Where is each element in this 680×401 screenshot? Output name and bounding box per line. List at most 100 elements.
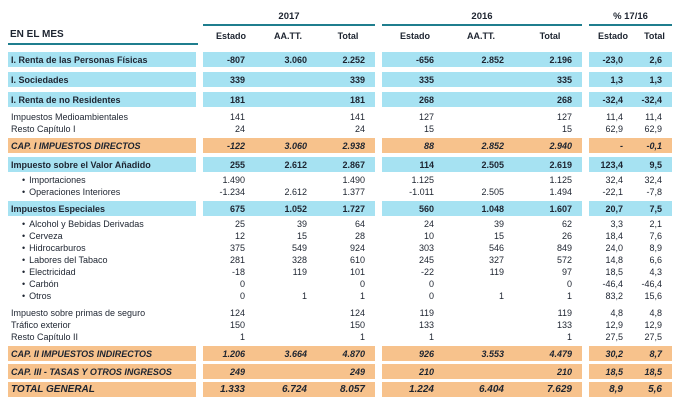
column-gap xyxy=(196,218,203,230)
row-label: Hidrocarburos xyxy=(8,242,196,254)
cell-2016-estado: 560 xyxy=(382,201,444,216)
cell-2016-estado: 926 xyxy=(382,346,444,361)
table-row: Resto Capítulo I 24 24 15 15 62,9 62,9 xyxy=(8,123,672,135)
cell-2017-estado: 281 xyxy=(229,255,245,265)
table-row: CAP. I IMPUESTOS DIRECTOS -122 3.060 2.938 8… xyxy=(8,138,672,153)
column-gap xyxy=(375,242,382,254)
column-gap xyxy=(375,72,382,87)
cell-2017-total: 24 xyxy=(354,124,365,134)
cell-2016-estado: 0 xyxy=(428,279,434,289)
column-gap xyxy=(375,346,382,361)
table-row: Carbón 0 0 0 0 -46,4 -46,4 xyxy=(8,278,672,290)
row-label: Resto Capítulo II xyxy=(11,332,79,342)
cell-2016-total: 572 xyxy=(556,255,572,265)
column-gap xyxy=(582,307,589,319)
table-row: Alcohol y Bebidas Derivadas 25 39 64 24 39 62 3… xyxy=(8,218,672,230)
column-gap xyxy=(375,266,382,278)
cell-pct-estado: 83,2 xyxy=(605,291,623,301)
table-row: Impuesto sobre el Valor Añadido 255 2.612 2… xyxy=(8,157,672,172)
cell-2017-total: 1 xyxy=(359,291,365,301)
cell-pct-total: 8,9 xyxy=(649,243,662,253)
cell-2017-total: 8.057 xyxy=(317,382,375,397)
column-gap xyxy=(582,242,589,254)
cell-2017-aatt: 2.612 xyxy=(284,187,307,197)
table-row: Resto Capítulo II 1 1 1 1 27,5 27,5 xyxy=(8,331,672,343)
cell-2017-total: 610 xyxy=(349,255,365,265)
col-pct-total: Total xyxy=(644,31,665,41)
col-pct-estado: Estado xyxy=(597,31,628,41)
column-gap xyxy=(196,111,203,123)
cell-2017-aatt: 15 xyxy=(296,231,307,241)
cell-2016-aatt xyxy=(444,319,514,331)
cell-2016-total: 1.125 xyxy=(549,175,572,185)
col-2017-total: Total xyxy=(337,31,359,41)
cell-2017-aatt xyxy=(255,72,317,87)
cell-2017-estado: -1.234 xyxy=(219,187,245,197)
column-gap xyxy=(582,364,589,379)
cell-2017-aatt: 39 xyxy=(296,219,307,229)
row-label: Tráfico exterior xyxy=(11,320,71,330)
cell-pct-estado: 18,5 xyxy=(589,364,633,379)
cell-2017-estado: -122 xyxy=(203,138,255,153)
row-label: Importaciones xyxy=(8,174,196,186)
column-gap xyxy=(196,364,203,379)
cell-2016-aatt: 2.505 xyxy=(444,157,514,172)
column-gap xyxy=(196,72,203,87)
row-label: Operaciones Interiores xyxy=(8,186,196,198)
cell-2016-estado: 127 xyxy=(418,112,434,122)
table-row: TOTAL GENERAL 1.333 6.724 8.057 1.224 6.404 7.… xyxy=(8,382,672,397)
cell-pct-total: -0,1 xyxy=(633,138,672,153)
column-gap xyxy=(582,254,589,266)
cell-2016-total: 97 xyxy=(561,267,572,277)
cell-pct-total: -46,4 xyxy=(641,279,662,289)
cell-2016-total: 119 xyxy=(557,308,572,318)
table-row: I. Renta de no Residentes 181 181 268 268 -32… xyxy=(8,92,672,107)
column-gap xyxy=(196,157,203,172)
cell-pct-estado: 32,4 xyxy=(605,175,623,185)
column-gap xyxy=(582,319,589,331)
column-gap xyxy=(375,218,382,230)
cell-2016-total: 4.479 xyxy=(514,346,582,361)
cell-2016-total: 127 xyxy=(556,112,572,122)
cell-2017-estado: 1 xyxy=(239,332,245,342)
column-gap xyxy=(196,138,203,153)
cell-2017-total: 249 xyxy=(317,364,375,379)
column-gap xyxy=(196,230,203,242)
column-gap xyxy=(375,201,382,216)
cell-2017-estado: 0 xyxy=(239,279,245,289)
cell-2016-aatt xyxy=(444,364,514,379)
cell-pct-total: 9,5 xyxy=(633,157,672,172)
cell-2017-total: 64 xyxy=(354,219,365,229)
cell-2017-aatt: 549 xyxy=(291,243,307,253)
row-label: Impuestos Especiales xyxy=(8,201,196,216)
column-gap xyxy=(375,230,382,242)
column-gap xyxy=(375,174,382,186)
cell-2016-aatt xyxy=(444,307,514,319)
cell-pct-total: 2,1 xyxy=(649,219,662,229)
cell-2017-total: 4.870 xyxy=(317,346,375,361)
column-gap xyxy=(375,92,382,107)
cell-2017-estado: 339 xyxy=(203,72,255,87)
cell-2017-total: 1.490 xyxy=(342,175,365,185)
cell-2016-aatt: 546 xyxy=(488,243,504,253)
column-gap xyxy=(375,123,382,135)
col-2016-total: Total xyxy=(539,31,561,41)
table-row: Tráfico exterior 150 150 133 133 12,9 12,9 xyxy=(8,319,672,331)
cell-2016-aatt: 2.852 xyxy=(444,52,514,67)
column-gap xyxy=(196,331,203,343)
cell-2017-aatt: 2.612 xyxy=(255,157,317,172)
table-body: I. Renta de las Personas Físicas -807 3.06… xyxy=(8,52,672,397)
row-label: CAP. II IMPUESTOS INDIRECTOS xyxy=(8,346,196,361)
column-gap xyxy=(375,307,382,319)
cell-pct-estado: -46,4 xyxy=(602,279,623,289)
cell-pct-total: 32,4 xyxy=(644,175,662,185)
cell-2016-total: 7.629 xyxy=(514,382,582,397)
column-gap xyxy=(582,230,589,242)
column-gap xyxy=(196,254,203,266)
cell-2016-estado: 10 xyxy=(423,231,434,241)
cell-2017-total: 924 xyxy=(349,243,365,253)
cell-pct-estado: 12,9 xyxy=(605,320,623,330)
cell-2016-aatt: 2.852 xyxy=(444,138,514,153)
column-gap xyxy=(196,266,203,278)
row-label: Otros xyxy=(8,290,196,302)
